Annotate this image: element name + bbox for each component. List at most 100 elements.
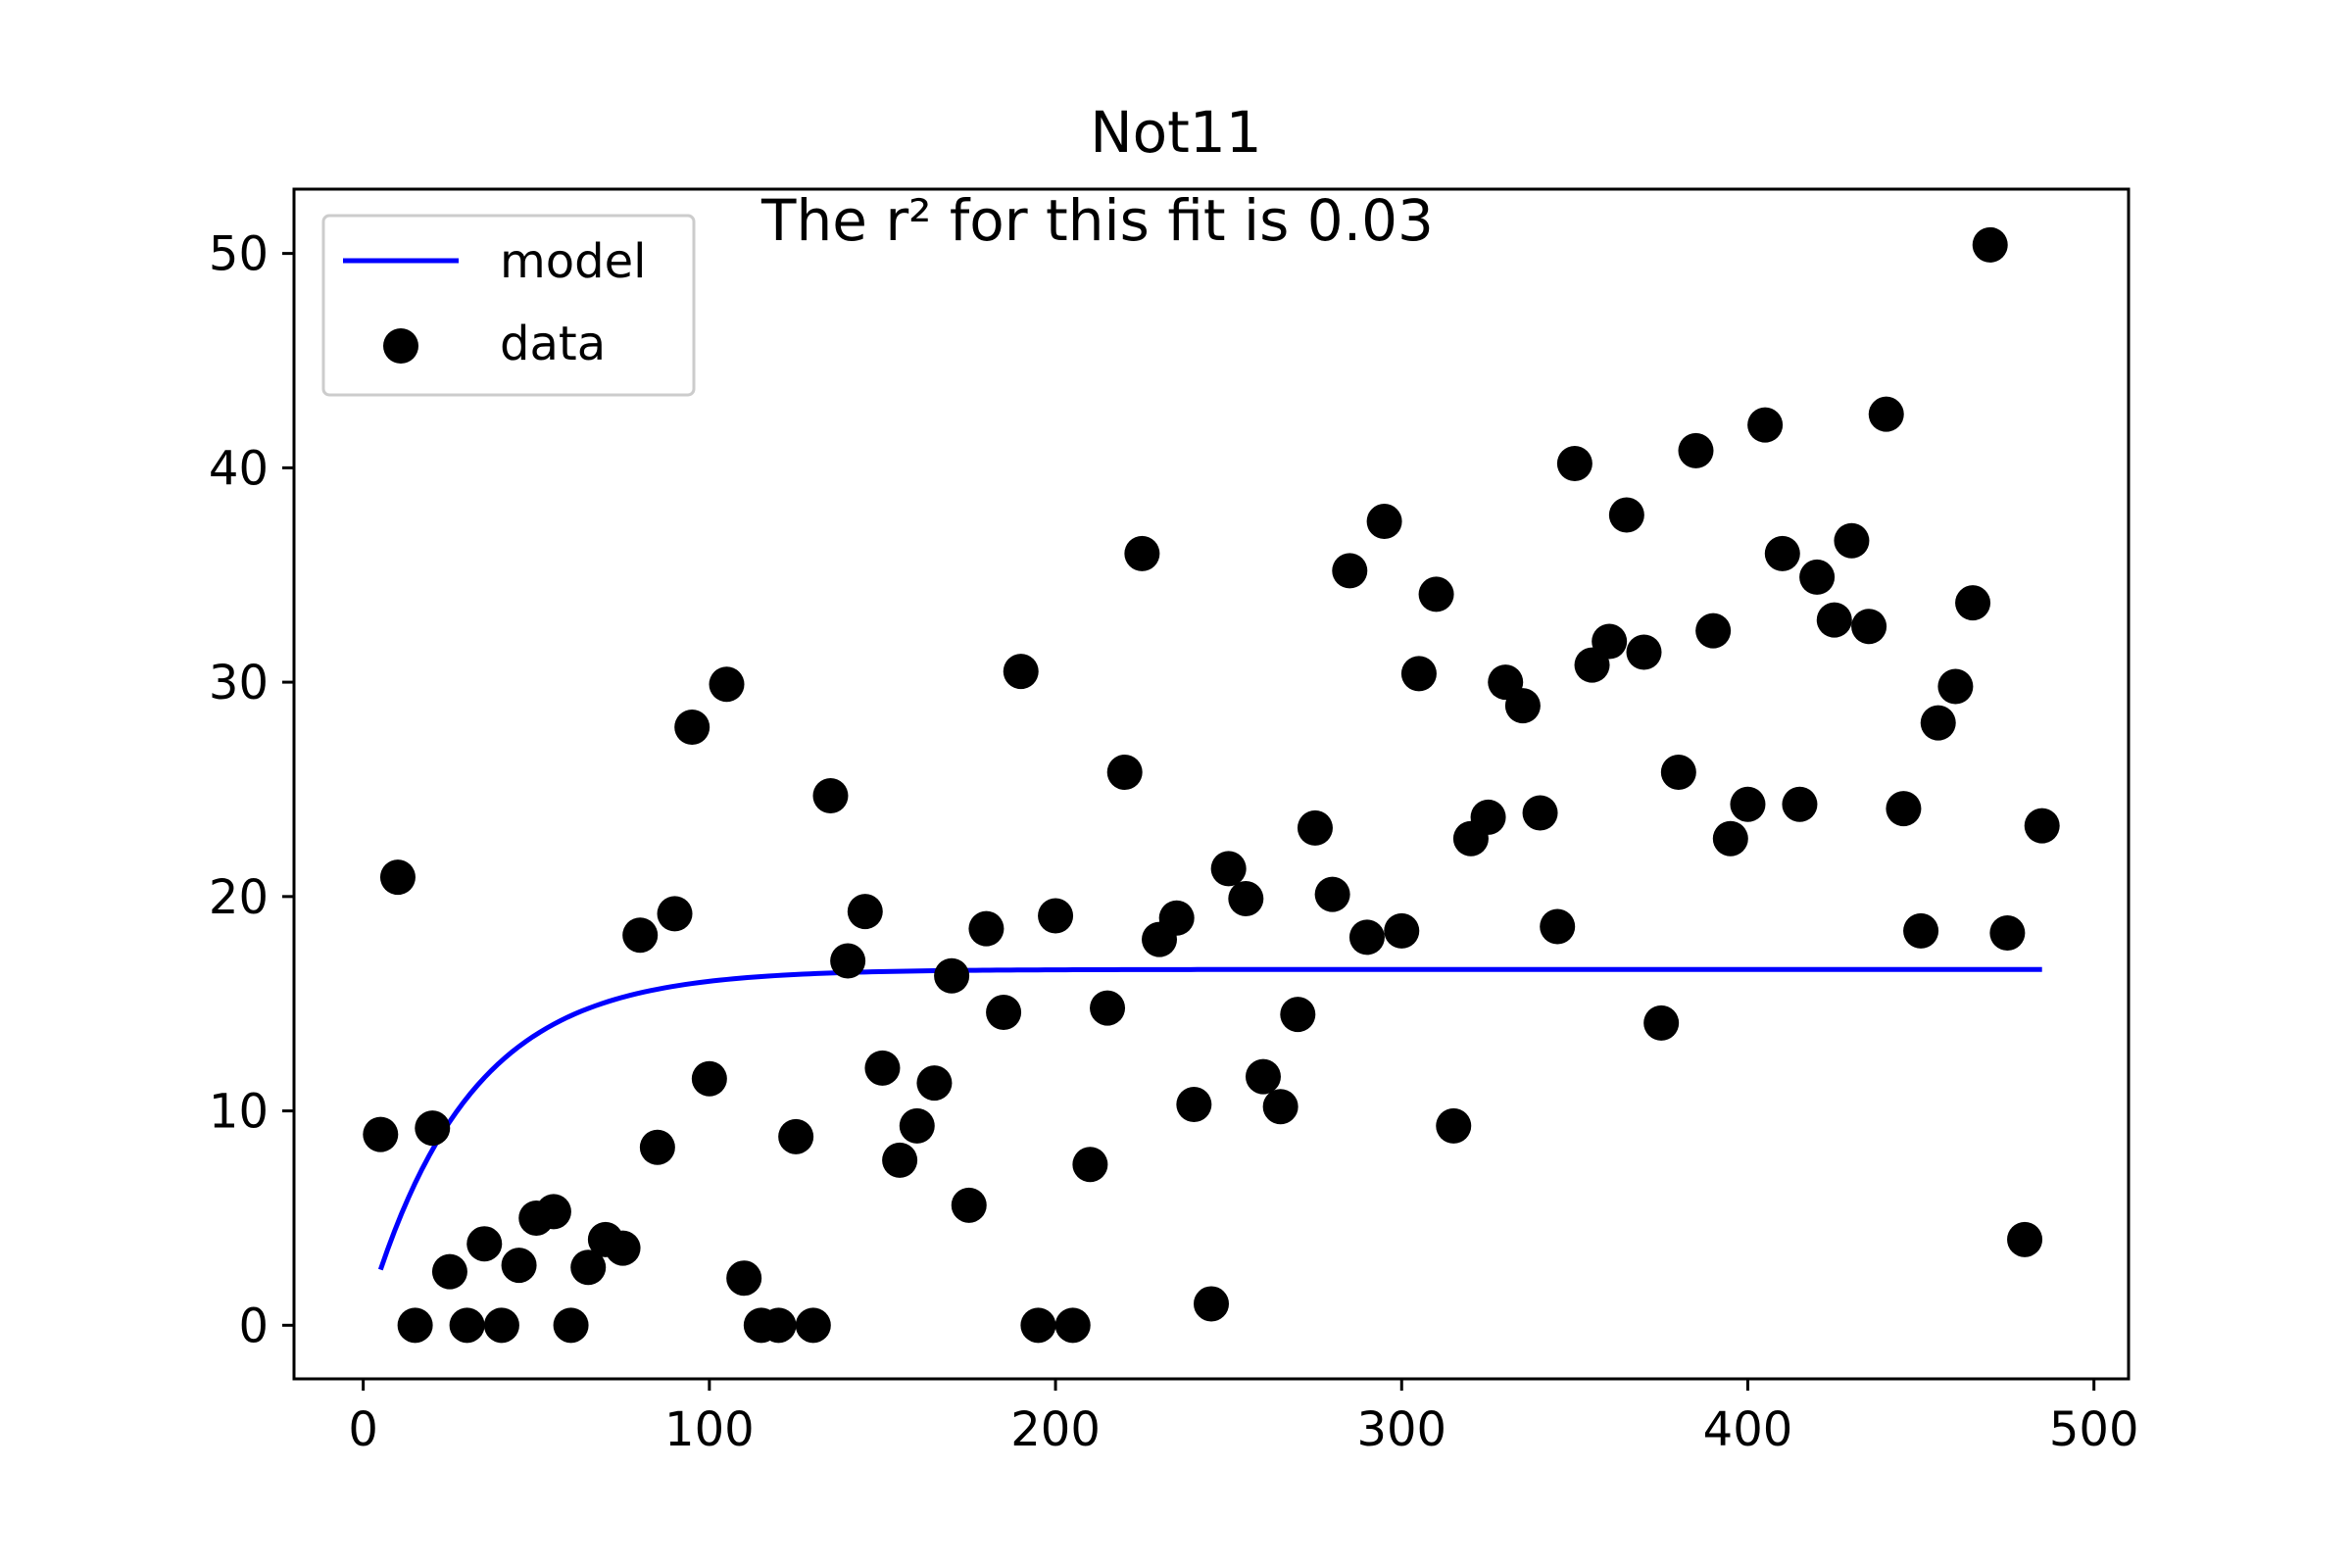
data-point	[1608, 497, 1644, 533]
data-point	[622, 917, 659, 954]
data-point	[1626, 634, 1662, 670]
data-point	[934, 957, 970, 994]
data-point	[1262, 1089, 1298, 1125]
data-point	[449, 1307, 485, 1344]
data-point	[1730, 786, 1766, 822]
data-point	[1020, 1307, 1056, 1344]
data-point	[379, 859, 416, 896]
data-point	[363, 1116, 399, 1152]
y-tick-label: 10	[209, 1085, 269, 1140]
data-point	[1106, 754, 1143, 790]
y-tick-label: 40	[209, 441, 269, 496]
data-point	[1194, 1286, 1229, 1322]
data-point	[1504, 688, 1541, 724]
x-tick-label: 200	[1010, 1402, 1101, 1457]
data-point	[1556, 445, 1592, 481]
data-point	[1989, 915, 2026, 952]
data-point	[1816, 602, 1852, 638]
data-points	[363, 226, 2060, 1344]
x-tick-label: 400	[1703, 1402, 1793, 1457]
legend-data-marker	[383, 328, 418, 364]
data-point	[570, 1250, 607, 1286]
data-point	[899, 1107, 935, 1144]
data-point	[1158, 900, 1195, 936]
data-point	[1903, 912, 1939, 949]
y-tick-label: 50	[209, 227, 269, 282]
data-point	[535, 1194, 571, 1230]
data-point	[1400, 656, 1437, 692]
data-point	[501, 1248, 537, 1284]
data-point	[1522, 795, 1558, 831]
plot-area: 0 100 200 300 400 500 0 10 20 30 40 50	[209, 187, 2139, 1457]
data-point	[1834, 522, 1870, 559]
data-point	[1764, 535, 1800, 571]
data-point	[1090, 990, 1126, 1026]
data-point	[553, 1307, 589, 1344]
data-point	[1972, 226, 2008, 263]
data-point	[1245, 1058, 1281, 1095]
data-point	[2007, 1221, 2043, 1257]
data-point	[1886, 791, 1922, 827]
data-point	[1851, 609, 1887, 645]
data-point	[1038, 898, 1074, 934]
data-point	[1782, 786, 1818, 822]
data-point	[1418, 576, 1454, 612]
data-point	[1937, 668, 1974, 705]
data-point	[1348, 919, 1385, 956]
data-point	[795, 1307, 831, 1344]
data-point	[483, 1307, 519, 1344]
data-point	[397, 1307, 433, 1344]
data-point	[1747, 407, 1784, 443]
data-point	[431, 1253, 467, 1290]
data-point	[1210, 851, 1247, 887]
data-point	[951, 1187, 987, 1223]
data-point	[1678, 432, 1714, 468]
data-point	[657, 896, 693, 932]
data-point	[986, 994, 1022, 1030]
data-point	[1540, 908, 1576, 945]
y-axis: 0 10 20 30 40 50	[209, 227, 294, 1353]
data-point	[847, 894, 883, 930]
data-point	[1660, 754, 1696, 790]
data-point	[778, 1118, 814, 1154]
data-point	[415, 1110, 451, 1147]
data-point	[760, 1307, 797, 1344]
x-tick-label: 500	[2049, 1402, 2139, 1457]
model-line	[377, 966, 2042, 1271]
data-point	[1712, 820, 1748, 857]
data-point	[968, 910, 1004, 947]
data-point	[1332, 553, 1368, 589]
x-tick-label: 0	[348, 1402, 378, 1457]
data-point	[1470, 799, 1506, 835]
data-point	[1695, 612, 1732, 649]
legend-data-label: data	[500, 317, 606, 371]
data-point	[1868, 396, 1904, 432]
data-point	[691, 1060, 727, 1097]
data-point	[639, 1129, 675, 1165]
data-point	[1592, 623, 1628, 660]
y-tick-label: 0	[238, 1298, 269, 1353]
data-point	[1314, 876, 1350, 912]
x-tick-label: 100	[664, 1402, 755, 1457]
data-point	[1297, 809, 1333, 846]
data-point	[1280, 997, 1316, 1033]
data-point	[1366, 504, 1402, 540]
y-tick-label: 30	[209, 656, 269, 710]
data-point	[1920, 705, 1956, 741]
data-point	[916, 1065, 953, 1102]
data-point	[605, 1230, 641, 1266]
data-point	[1643, 1004, 1680, 1041]
data-point	[864, 1050, 901, 1086]
data-point	[1072, 1147, 1108, 1183]
axes-frame	[292, 187, 2131, 1381]
data-point	[466, 1226, 503, 1262]
data-point	[1384, 912, 1420, 949]
data-point	[1436, 1107, 1472, 1144]
data-point	[1955, 585, 1991, 621]
data-point	[1228, 881, 1264, 917]
data-point	[674, 710, 710, 746]
legend: model data	[321, 214, 696, 397]
y-tick-label: 20	[209, 870, 269, 925]
data-point	[1799, 559, 1836, 595]
